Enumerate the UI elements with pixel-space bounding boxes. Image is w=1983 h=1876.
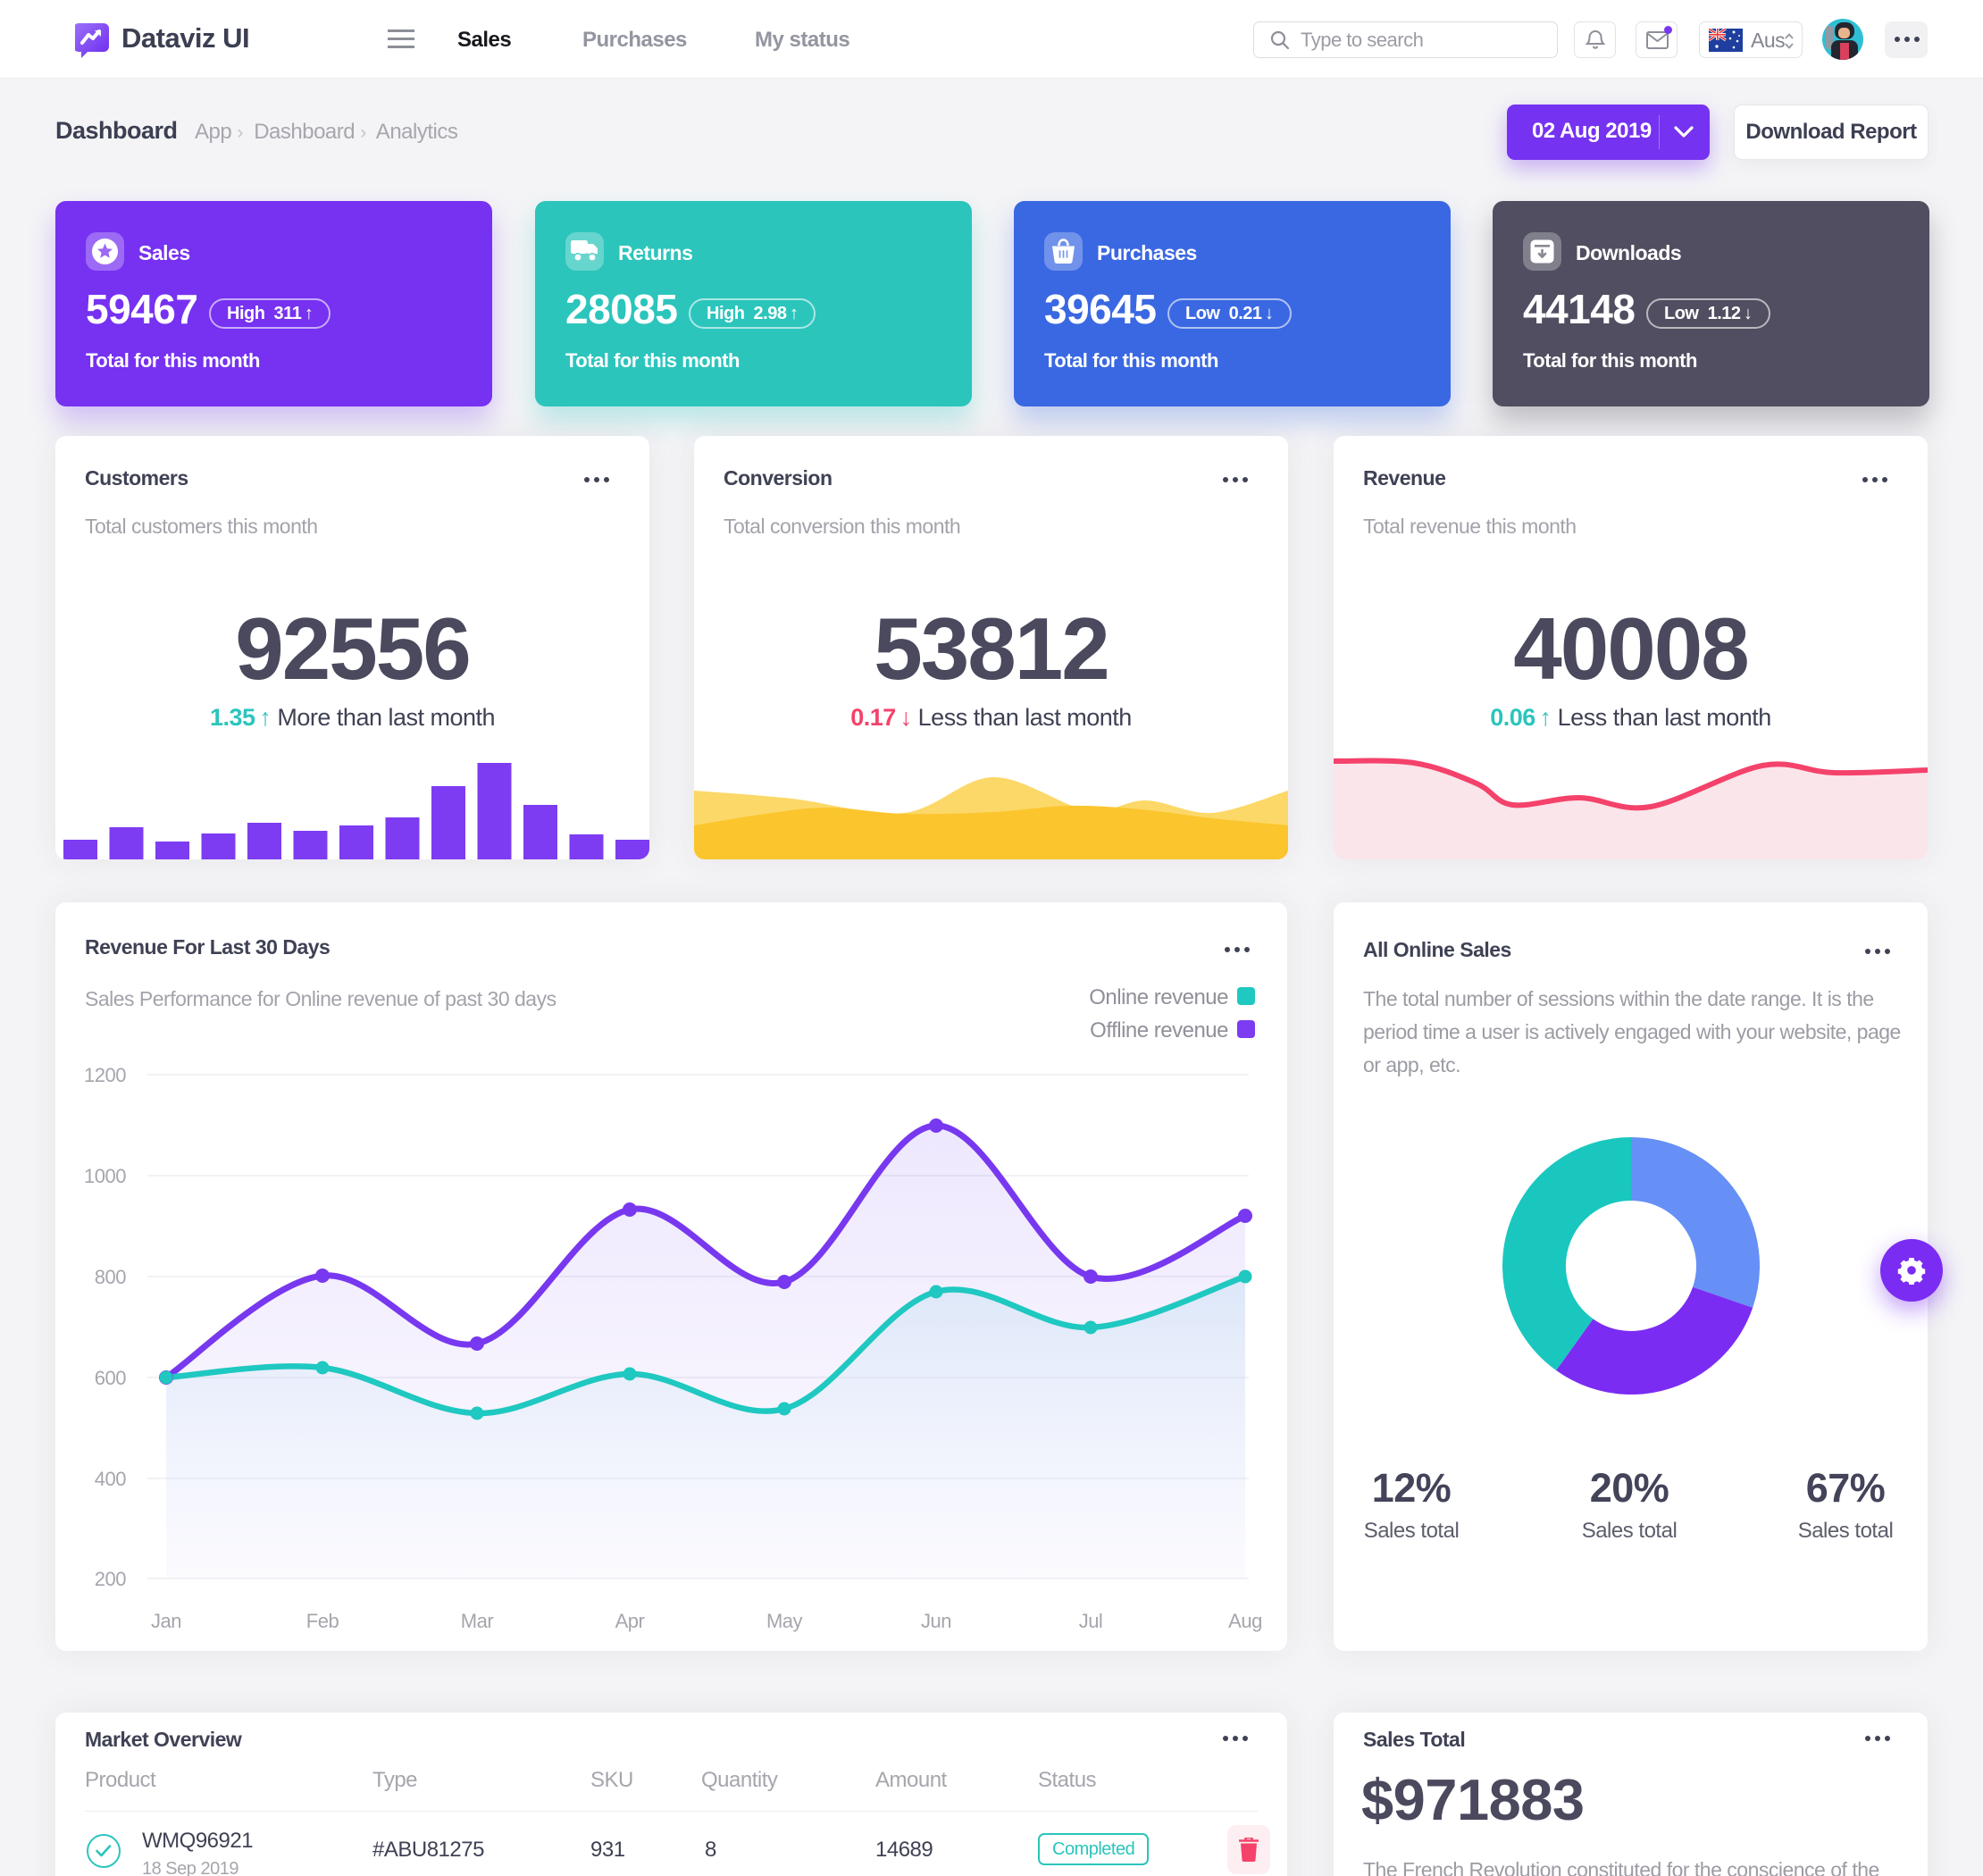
svg-text:Feb: Feb: [306, 1610, 339, 1632]
svg-text:1200: 1200: [84, 1064, 126, 1086]
svg-text:Jan: Jan: [151, 1610, 181, 1632]
svg-text:400: 400: [95, 1468, 126, 1490]
svg-text:Aug: Aug: [1228, 1610, 1262, 1632]
svg-text:May: May: [766, 1610, 803, 1632]
svg-text:Mar: Mar: [461, 1610, 494, 1632]
svg-text:Jun: Jun: [921, 1610, 951, 1632]
svg-text:Jul: Jul: [1079, 1610, 1103, 1632]
svg-text:200: 200: [95, 1568, 126, 1590]
svg-text:Apr: Apr: [615, 1610, 645, 1632]
svg-text:600: 600: [95, 1367, 126, 1389]
svg-text:1000: 1000: [84, 1165, 126, 1187]
svg-text:800: 800: [95, 1266, 126, 1288]
